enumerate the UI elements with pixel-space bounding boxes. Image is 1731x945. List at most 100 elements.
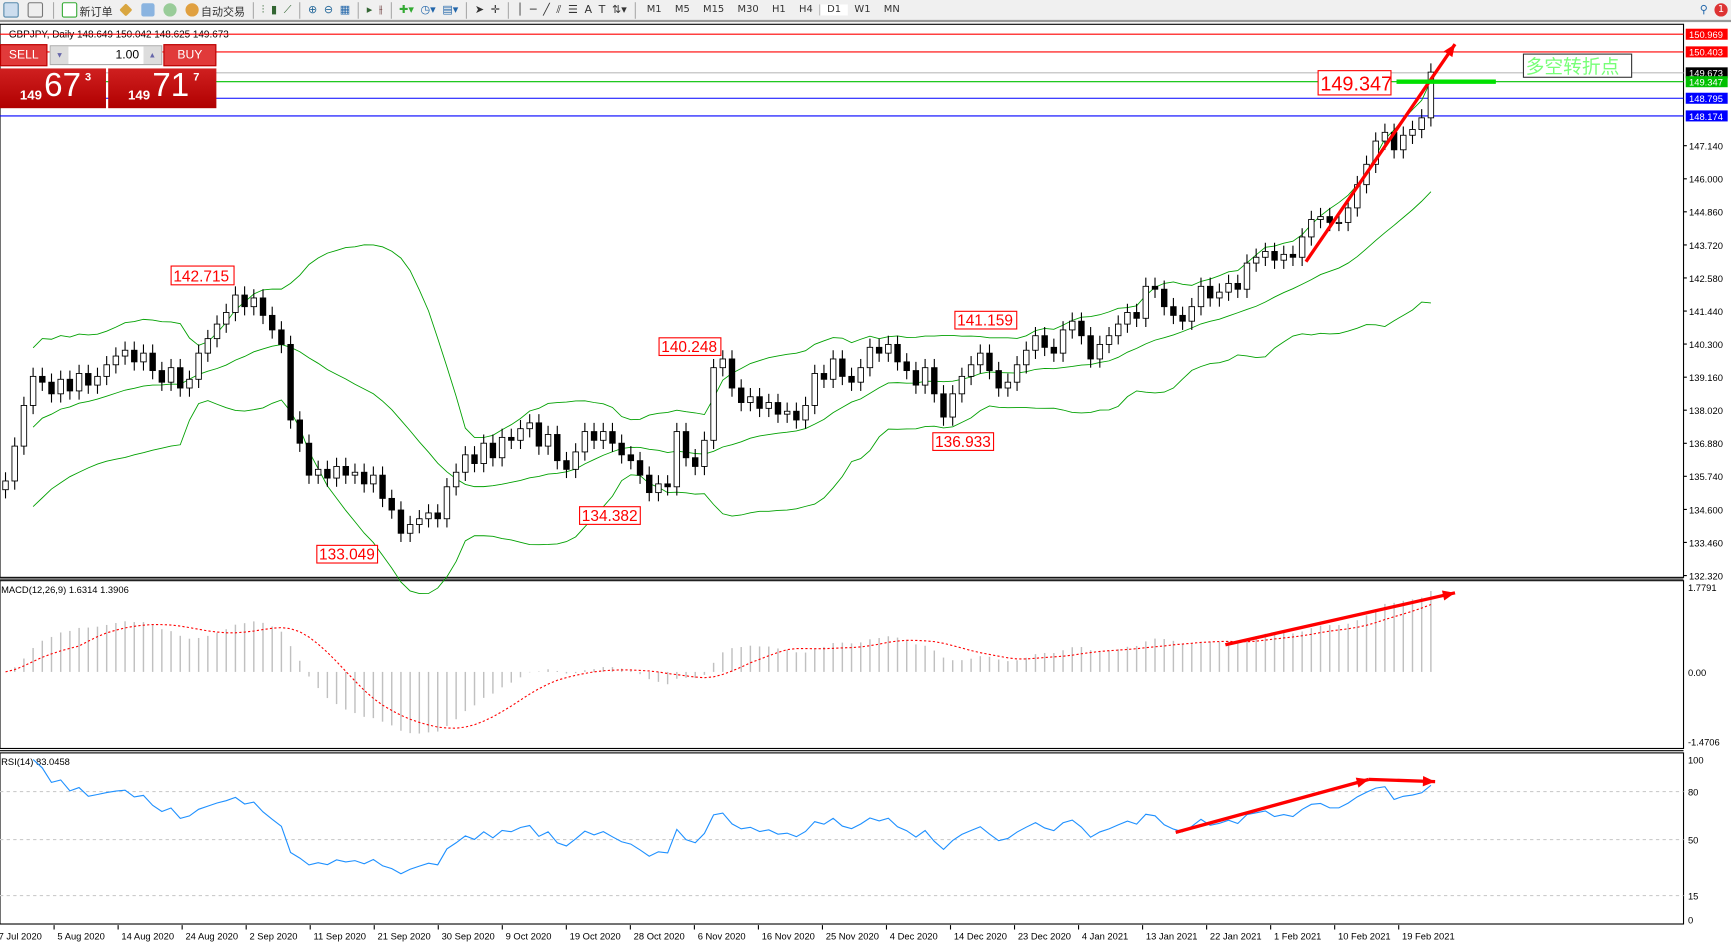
fibonacci-icon: ☰ (567, 3, 578, 17)
candle (692, 449, 699, 476)
candle-body (1069, 320, 1076, 331)
sell-button[interactable]: SELL (0, 44, 48, 67)
line-chart-button[interactable]: ⟋ (280, 1, 294, 19)
notifications-button[interactable]: 1 (1711, 1, 1731, 19)
timeframe-m15[interactable]: M15 (703, 4, 725, 16)
candle (480, 434, 487, 473)
candle-body (434, 512, 441, 520)
magnifier-icon (27, 2, 44, 18)
horizontal-line-icon: ─ (529, 3, 537, 17)
candle (949, 385, 956, 426)
price-line-tag: 150.403 (1685, 46, 1728, 58)
market-watch-button[interactable] (116, 1, 138, 19)
price-line-tag: 149.673 (1685, 67, 1728, 79)
auto-trading-button[interactable]: 自动交易 (182, 1, 248, 19)
candle (388, 489, 395, 519)
candle-body (1308, 219, 1315, 238)
buy-button[interactable]: BUY (163, 44, 217, 67)
candle (940, 385, 947, 426)
lot-size-stepper[interactable]: ▼ 1.00 ▲ (49, 45, 163, 66)
timeframe-m30[interactable]: M30 (737, 4, 759, 16)
lot-decrease-button[interactable]: ▼ (50, 46, 69, 65)
timeframe-h1[interactable]: H1 (771, 4, 786, 16)
candle-body (1161, 288, 1168, 308)
date-axis-label: 5 Aug 2020 (57, 931, 104, 941)
swing-label-box (170, 265, 235, 286)
candle-body (600, 431, 607, 441)
auto-scroll-button[interactable]: ▸ (363, 1, 375, 19)
macd-arrow-head (1441, 590, 1456, 601)
channel-button[interactable]: ⫽ (553, 1, 565, 19)
timeframe-m5[interactable]: M5 (674, 4, 690, 16)
date-axis-label: 14 Dec 2020 (954, 931, 1007, 941)
candle (241, 286, 248, 316)
zoom-in-button[interactable]: ⊕ (305, 1, 321, 19)
candle (1234, 274, 1241, 298)
bb-lower (32, 301, 1431, 595)
candle-body (250, 297, 258, 308)
timeframe-mn[interactable]: MN (883, 4, 900, 16)
candle (103, 356, 110, 386)
candle (737, 379, 745, 412)
text-label-button[interactable]: T (595, 1, 608, 19)
candle (223, 303, 230, 333)
candle-body (885, 343, 892, 354)
candle (1133, 303, 1140, 328)
periods-button[interactable]: ◷▾ (417, 1, 439, 19)
horizontal-line-button[interactable]: ─ (527, 1, 540, 19)
sell-price[interactable]: 149 67 3 (0, 67, 106, 109)
candle (1298, 228, 1306, 266)
fibonacci-button[interactable]: ☰ (565, 1, 582, 19)
swing-label-box (579, 506, 641, 525)
candle (802, 396, 809, 429)
trendline-icon: ╱ (543, 3, 550, 17)
price-tag-label: 149.347 (1689, 78, 1723, 88)
open-file-button[interactable] (0, 1, 24, 19)
level-label: 149.347 (1320, 74, 1392, 96)
bar-chart-button[interactable]: ⫶ (258, 1, 267, 19)
trendline-button[interactable]: ╱ (540, 1, 553, 19)
candle-body (278, 329, 285, 345)
candle (1225, 274, 1232, 301)
candle-body (967, 364, 975, 377)
lot-increase-button[interactable]: ▲ (143, 46, 162, 65)
candle-body (756, 396, 763, 409)
candlestick-icon: ▮ (271, 3, 278, 17)
candle (1023, 341, 1030, 374)
candle-body (1400, 134, 1407, 151)
timeframe-w1[interactable]: W1 (854, 4, 871, 16)
timeframe-h4[interactable]: H4 (799, 4, 813, 16)
new-order-button[interactable]: 新订单 (59, 1, 116, 19)
date-axis-label: 4 Dec 2020 (890, 931, 938, 941)
arrows-button[interactable]: ⇅▾ (609, 1, 630, 19)
zoom-chart-button[interactable] (24, 1, 48, 19)
candle-body (204, 338, 212, 354)
timeframe-m1[interactable]: M1 (646, 4, 662, 16)
text-button[interactable]: A (581, 1, 595, 19)
candle-body (848, 375, 855, 383)
timeframe-d1[interactable]: D1 (819, 4, 848, 16)
signals-button[interactable] (160, 1, 182, 19)
candle (1372, 132, 1379, 174)
date-axis-label: 9 Oct 2020 (506, 931, 552, 941)
candle-body (342, 466, 349, 476)
candle (931, 358, 938, 403)
tile-windows-button[interactable]: ▦ (336, 1, 353, 19)
chart-shift-icon: ⫲ (378, 3, 383, 17)
crosshair-button[interactable]: ✛ (487, 1, 503, 19)
vertical-line-button[interactable]: │ (513, 1, 526, 19)
candle-chart-button[interactable]: ▮ (268, 1, 281, 19)
indicators-button[interactable]: ✚▾ (396, 1, 417, 19)
zoom-out-button[interactable]: ⊖ (321, 1, 337, 19)
lot-size-input[interactable]: 1.00 (115, 48, 140, 62)
candle-body (425, 512, 432, 520)
buy-price[interactable]: 149 71 7 (108, 67, 217, 109)
search-button[interactable]: ⚲ (1696, 1, 1711, 19)
chart-shift-button[interactable]: ⫲ (376, 1, 386, 19)
templates-button[interactable]: ▤▾ (439, 1, 462, 19)
chart-area[interactable]: GBPJPY, Daily 148.649 150.042 148.625 14… (0, 22, 1731, 945)
cursor-button[interactable]: ➤ (472, 1, 488, 19)
candle (360, 463, 368, 493)
history-button[interactable] (138, 1, 160, 19)
add-indicator-icon: ✚▾ (399, 3, 414, 17)
